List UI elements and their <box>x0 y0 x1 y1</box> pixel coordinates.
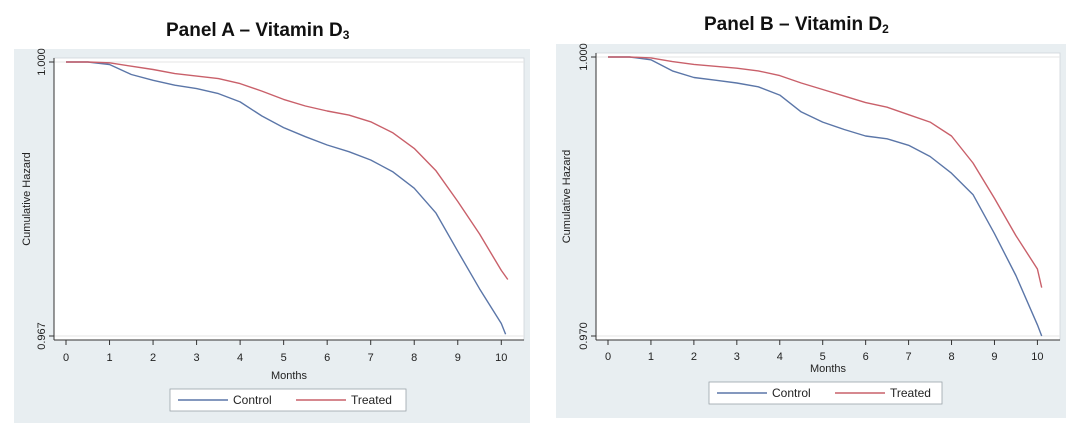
plot-area <box>53 57 525 341</box>
x-tick-label: 5 <box>820 351 826 363</box>
legend-box <box>169 388 407 412</box>
y-axis-title: Cumulative Hazard <box>21 152 33 246</box>
x-tick-label: 10 <box>495 352 507 364</box>
x-tick-label: 7 <box>906 351 912 363</box>
x-tick-label: 0 <box>63 352 69 364</box>
panel-b-title-text: Panel B – Vitamin D <box>704 14 883 35</box>
x-tick-label: 10 <box>1031 351 1043 363</box>
x-tick-label: 5 <box>281 352 287 364</box>
legend-label-control: Control <box>772 386 811 400</box>
x-tick-label: 2 <box>150 352 156 364</box>
y-tick-label: 1.000 <box>578 43 590 71</box>
x-tick-label: 1 <box>648 351 654 363</box>
panel-a-title: Panel A – Vitamin D3 <box>166 20 349 42</box>
x-tick-label: 2 <box>691 351 697 363</box>
legend-label-treated: Treated <box>351 393 392 407</box>
y-tick-label: 1.000 <box>36 48 48 76</box>
x-tick-label: 8 <box>948 351 954 363</box>
panel-b-title: Panel B – Vitamin D2 <box>704 14 889 36</box>
x-tick-label: 1 <box>106 352 112 364</box>
x-axis-title: Months <box>810 363 847 375</box>
control-series-line <box>608 56 1043 337</box>
x-tick-label: 9 <box>455 352 461 364</box>
plot-area <box>595 52 1061 341</box>
x-tick-label: 3 <box>194 352 200 364</box>
x-tick-label: 8 <box>411 352 417 364</box>
panel-b-title-subscript: 2 <box>882 22 889 36</box>
panel-a-title-subscript: 3 <box>342 28 350 42</box>
x-tick-label: 3 <box>734 351 740 363</box>
y-axis-title: Cumulative Hazard <box>561 150 573 244</box>
panel-a-chart: 0.967 1.000 0 1 2 3 4 5 6 7 8 9 10 Months Cumulative H… <box>14 48 530 423</box>
y-tick-label: 0.970 <box>578 322 590 350</box>
x-tick-label: 4 <box>237 352 243 364</box>
legend-label-treated: Treated <box>890 386 931 400</box>
legend-box <box>708 381 943 405</box>
x-tick-label: 9 <box>991 351 997 363</box>
treated-series-line <box>608 56 1043 288</box>
legend-label-control: Control <box>233 393 272 407</box>
x-tick-label: 6 <box>324 352 330 364</box>
x-tick-label: 4 <box>777 351 783 363</box>
panel-b-chart: 0.970 1.000 0 1 2 3 4 5 6 7 8 9 10 Months Cumulative H… <box>556 43 1066 418</box>
x-tick-label: 7 <box>368 352 374 364</box>
treated-series-line <box>66 61 509 280</box>
x-axis-title: Months <box>271 370 308 382</box>
y-tick-label: 0.967 <box>36 322 48 350</box>
x-tick-label: 0 <box>605 351 611 363</box>
control-series-line <box>66 61 507 335</box>
x-tick-label: 6 <box>863 351 869 363</box>
panel-a-title-text: Panel A – Vitamin D <box>166 20 343 41</box>
